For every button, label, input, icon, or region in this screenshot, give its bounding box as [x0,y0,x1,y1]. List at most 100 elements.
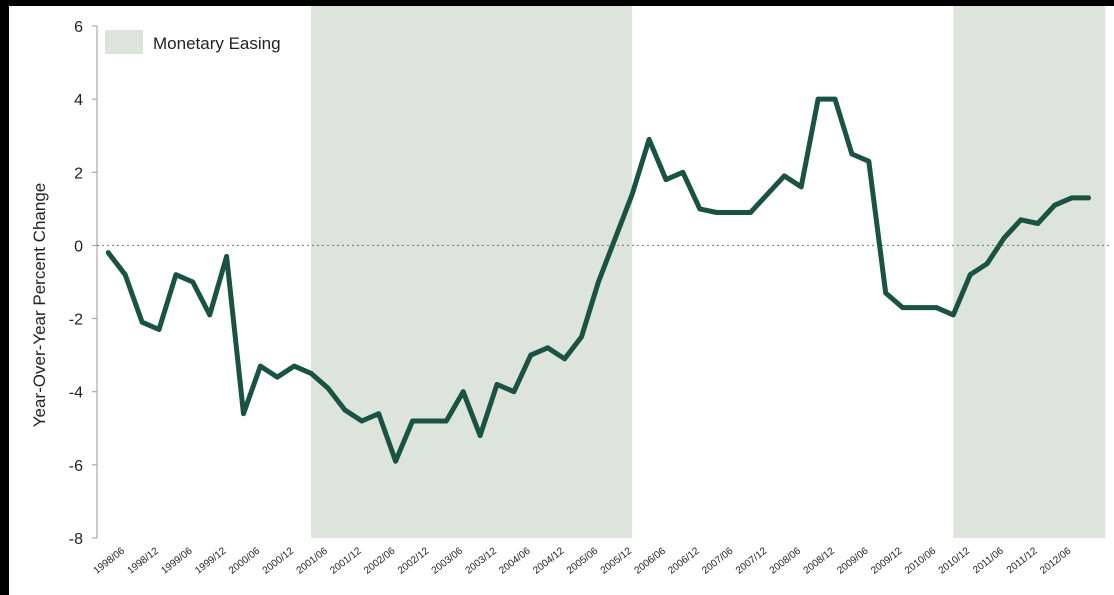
x-tick-label: 1999/12 [193,545,229,576]
data-point [731,210,736,215]
y-tick-label: -8 [69,531,83,548]
data-point [494,382,500,387]
data-point [528,352,534,358]
data-point [832,96,838,102]
y-axis-ticks: -8 -6 -4 -2 0 2 4 6 [69,19,97,548]
x-axis-ticks: 1998/061998/121999/061999/122000/062000/… [92,545,1074,576]
y-tick-label: 6 [74,19,83,36]
data-point [241,411,246,417]
x-tick-label: 2007/06 [700,545,736,576]
data-point [393,458,398,464]
x-tick-label: 2004/06 [497,545,533,576]
x-tick-label: 2008/12 [802,545,838,576]
data-point [1086,195,1091,201]
data-point [866,158,872,164]
x-tick-label: 2010/06 [903,545,939,576]
data-point [697,206,703,212]
data-point [1001,235,1007,241]
data-point [258,363,263,369]
x-tick-label: 2006/06 [633,545,669,576]
data-point [173,272,179,278]
x-tick-label: 1999/06 [159,545,195,576]
data-point [562,356,567,362]
x-tick-label: 2010/12 [937,545,973,576]
data-point [1052,202,1058,208]
data-point [967,272,973,278]
data-point [596,279,601,285]
x-tick-label: 2011/06 [971,545,1006,576]
legend-swatch [105,30,143,54]
y-tick-label: 2 [74,165,83,182]
data-point [765,191,770,197]
y-tick-label: 4 [74,92,83,109]
data-point [460,389,466,395]
x-tick-label: 2009/06 [835,545,871,576]
line-chart: -8 -6 -4 -2 0 2 4 6 1998/061998/121999/061999/1… [30,6,1111,577]
x-tick-label: 2012/06 [1038,545,1074,576]
data-point [308,371,314,376]
y-axis-label: Year-Over-Year Percent Change [30,183,49,427]
data-point [680,169,686,175]
x-tick-label: 2003/12 [464,545,500,576]
y-tick-label: -4 [69,385,83,402]
x-tick-label: 1998/06 [92,545,128,576]
data-point [579,334,584,340]
data-point [714,210,720,215]
data-point [477,433,483,438]
data-point [427,418,432,424]
data-point [663,177,669,183]
data-point [139,319,145,325]
data-point [122,272,128,278]
x-tick-label: 2003/06 [430,545,466,576]
x-tick-label: 2009/12 [869,545,905,576]
x-tick-label: 2006/12 [666,545,702,576]
shaded-periods [311,6,1106,538]
data-point [612,235,618,241]
data-point [1035,221,1041,226]
x-tick-label: 2007/12 [734,545,770,576]
data-point [105,250,111,256]
data-point [934,305,939,310]
x-tick-label: 2004/12 [531,545,567,576]
x-tick-label: 2005/12 [599,545,635,576]
chart-frame: -8 -6 -4 -2 0 2 4 6 1998/06 1998/12 1999/06 1999/1… [9,6,1114,595]
data-point [950,312,956,318]
x-tick-label: 2005/06 [565,545,601,576]
x-tick-label: 2002/12 [396,545,432,576]
data-point [156,327,162,332]
x-tick-label: 2001/12 [328,545,364,576]
data-point [376,411,382,417]
x-tick-label: 2001/06 [295,545,331,576]
y-tick-label: 0 [74,238,83,255]
data-point [359,418,365,424]
data-point [849,151,855,157]
legend: Monetary Easing [105,30,281,54]
data-point [883,290,889,296]
data-point [984,261,990,267]
data-point [291,363,297,369]
data-point [511,389,517,395]
data-point [815,96,821,102]
x-tick-label: 1998/12 [126,545,162,576]
data-point [224,254,230,259]
data-point [274,374,280,380]
data-point [748,210,753,215]
data-point [1018,217,1024,223]
shaded-period-0 [311,6,633,538]
data-point [190,279,196,285]
x-tick-label: 2000/06 [227,545,263,576]
data-point [207,312,213,318]
x-tick-label: 2000/12 [261,545,297,576]
data-point [917,305,922,310]
legend-label: Monetary Easing [153,34,281,53]
y-tick-label: -6 [69,458,83,475]
data-point [900,305,905,310]
axes [96,26,1111,538]
series-group [105,96,1091,464]
x-tick-label: 2008/06 [768,545,804,576]
data-point [325,385,331,391]
x-tick-label: 2002/06 [362,545,398,576]
data-point [646,137,652,142]
data-point [342,407,348,413]
x-tick-label: 2011/12 [1005,545,1040,576]
